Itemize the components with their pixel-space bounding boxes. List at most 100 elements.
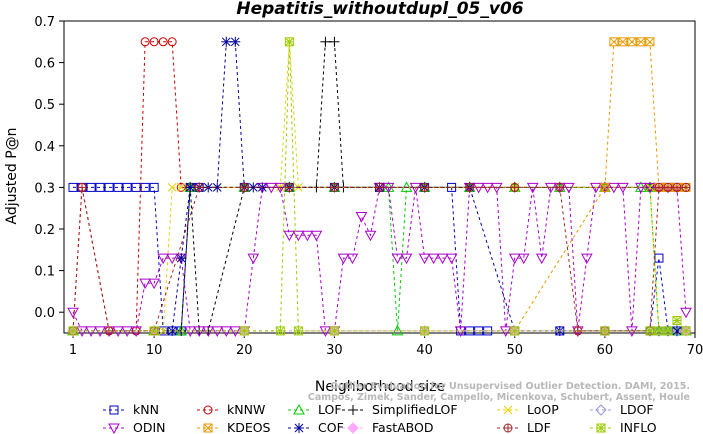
data-point [337, 253, 350, 265]
y-tick-label: 0.6 [34, 57, 55, 72]
x-tick-label: 10 [146, 343, 163, 358]
data-point [672, 182, 682, 192]
legend-label: INFLO [620, 420, 657, 434]
data-point [555, 182, 565, 192]
data-point [293, 326, 303, 336]
data-point [130, 326, 142, 337]
data-point [562, 182, 575, 194]
series-knn [68, 182, 691, 336]
legend-label: SimplifiedLOF [372, 402, 458, 417]
legend-item-kdeos: KDEOS [197, 420, 271, 434]
data-point [292, 230, 305, 242]
data-point [346, 253, 359, 265]
legend-label: LDF [527, 420, 551, 434]
data-point [112, 326, 124, 337]
legend-label: LDOF [620, 402, 654, 417]
y-tick-label: 0.4 [34, 140, 55, 155]
data-point [176, 253, 187, 264]
legend-label: COF [318, 420, 344, 434]
data-point [95, 182, 105, 192]
data-point [301, 230, 314, 242]
data-point [275, 326, 285, 336]
legend-label: kNN [133, 402, 159, 417]
data-point [654, 182, 664, 192]
data-point [418, 253, 431, 265]
y-tick-label: 0.3 [34, 181, 55, 196]
data-point [68, 182, 78, 192]
data-point [420, 326, 430, 336]
data-point [436, 253, 449, 265]
data-point [86, 182, 96, 192]
y-tick-label: 0.7 [34, 15, 55, 30]
x-axis-label: Neighborhood size [315, 379, 445, 395]
legend-label: kNNW [227, 402, 265, 417]
legend-marker [108, 423, 120, 434]
data-point [680, 307, 692, 319]
watermark-line-2: Campos, Zimek, Sander, Campello, Micenko… [308, 392, 690, 403]
data-point [121, 326, 133, 337]
series-line [73, 186, 686, 332]
data-point [131, 182, 141, 192]
legend: kNN kNNW LOF SimplifiedLOF LoOP LDOF ODIN KDEOS… [103, 402, 657, 434]
data-point [400, 253, 413, 265]
legend-marker [596, 423, 606, 433]
legend-marker [503, 423, 513, 433]
data-point [499, 326, 512, 337]
data-point [645, 326, 655, 336]
legend-marker [503, 405, 513, 415]
data-point [185, 182, 196, 193]
data-point [274, 182, 287, 194]
legend-label: KDEOS [227, 420, 271, 434]
data-point [193, 326, 206, 337]
data-point [140, 37, 150, 47]
series-lof [67, 181, 692, 336]
data-point [608, 182, 620, 194]
data-point [510, 182, 520, 192]
data-point [113, 182, 123, 192]
data-point [364, 230, 377, 242]
y-tick-label: 0.2 [34, 223, 55, 238]
data-point [149, 37, 159, 47]
legend-marker [109, 405, 119, 415]
data-point [375, 182, 384, 192]
data-point [122, 182, 132, 192]
series-line [72, 186, 686, 332]
plot-area: 1 10 20 30 40 50 60 70 0.0 0.1 0.2 0.3 0.4 0.5 0.6 0.7 [34, 15, 703, 358]
data-point [247, 253, 260, 265]
data-point [148, 278, 160, 290]
data-point [663, 182, 673, 192]
data-point [589, 182, 602, 194]
legend-marker [203, 423, 213, 433]
data-point [157, 253, 170, 265]
legend-label: FastABOD [372, 420, 434, 434]
data-point [239, 182, 249, 192]
data-point [229, 326, 242, 337]
legend-marker [595, 404, 607, 416]
legend-item-ldof: LDOF [590, 402, 654, 417]
legend-label: LOF [318, 402, 342, 417]
data-point [329, 182, 339, 192]
data-point [454, 326, 467, 337]
series-simplifiedlof [68, 36, 655, 336]
data-point [284, 182, 294, 192]
watermark-line-1: Outlier Evaluation for Unsupervised Outl… [330, 381, 690, 392]
data-point [663, 326, 673, 336]
data-point [202, 326, 215, 337]
data-point [310, 230, 323, 242]
data-point [230, 36, 241, 47]
y-tick-label: 0.5 [34, 98, 55, 113]
y-axis-label: Adjusted P@n [4, 127, 20, 224]
legend-item-lof: LOF [288, 402, 342, 417]
legend-marker [203, 405, 213, 415]
data-point [167, 183, 177, 192]
data-point [167, 325, 178, 336]
data-point [617, 182, 629, 194]
y-tick-label: 0.0 [34, 306, 55, 321]
data-point [609, 37, 619, 47]
data-point [329, 326, 339, 336]
legend-item-simplifiedlof: SimplifiedLOF [342, 402, 458, 417]
legend-item-fastabod: FastABOD [342, 420, 434, 434]
data-point [672, 316, 682, 326]
data-point [635, 182, 647, 194]
legend-item-odin: ODIN [103, 420, 166, 434]
